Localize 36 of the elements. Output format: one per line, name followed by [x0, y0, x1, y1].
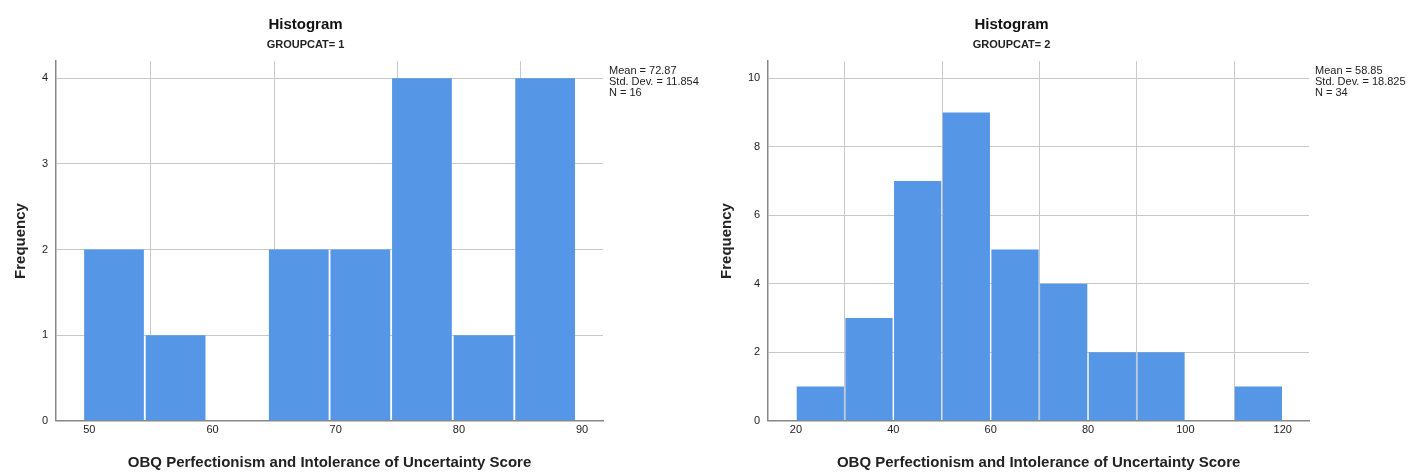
text: Mean = 58.85 [1315, 63, 1383, 76]
x-axis-title: OBQ Perfectionism and Intolerance of Uncertainty Score [836, 453, 1241, 471]
text: Std. Dev. = 18.825 [1315, 74, 1406, 87]
x-tick-label: 20 [789, 423, 803, 436]
x-tick-label: 70 [329, 423, 342, 436]
y-tick-label: 4 [754, 276, 761, 289]
y-tick-label: 2 [754, 345, 761, 358]
chart-title: Histogram [974, 15, 1049, 33]
text: Std. Dev. = 11.854 [609, 74, 699, 87]
chart-subtitle: GROUPCAT= 2 [972, 37, 1051, 50]
chart-subtitle: GROUPCAT= 1 [266, 37, 345, 50]
x-tick-label: 80 [1081, 423, 1095, 436]
y-axis-title: Frequency [717, 202, 735, 279]
y-tick-label: 6 [754, 208, 761, 221]
x-tick-label: 60 [206, 423, 219, 436]
y-tick-label: 1 [41, 328, 49, 341]
y-tick-label: 2 [41, 242, 49, 255]
x-tick-label: 80 [452, 423, 466, 436]
y-tick-label: 0 [754, 413, 761, 426]
y-axis-title: Frequency [11, 202, 29, 279]
text: Mean = 72.87 [609, 63, 677, 76]
y-tick-label: 10 [747, 71, 761, 84]
x-tick-label: 60 [984, 423, 997, 436]
x-tick-label: 120 [1273, 423, 1292, 436]
y-tick-label: 4 [41, 71, 49, 84]
x-tick-label: 50 [83, 423, 96, 436]
x-tick-label: 90 [575, 423, 589, 436]
text: N = 34 [1315, 85, 1348, 98]
text: N = 16 [609, 85, 642, 98]
chart-title: Histogram [268, 15, 343, 33]
y-tick-label: 8 [754, 139, 761, 152]
y-tick-label: 3 [41, 156, 49, 169]
x-tick-label: 100 [1176, 423, 1195, 436]
y-tick-label: 0 [41, 413, 49, 426]
x-tick-label: 40 [887, 423, 900, 436]
x-axis-title: OBQ Perfectionism and Intolerance of Uncertainty Score [127, 453, 532, 471]
